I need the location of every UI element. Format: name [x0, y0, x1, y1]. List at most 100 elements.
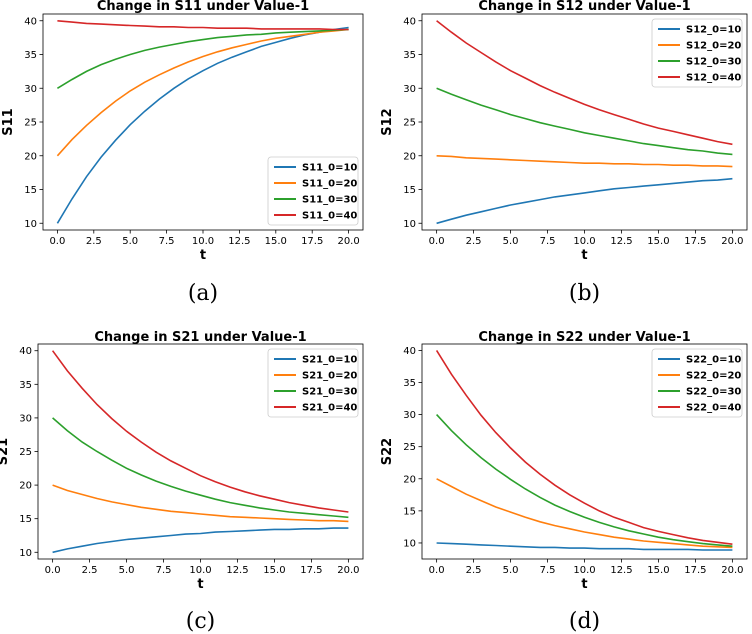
y-tick-label: 30	[403, 410, 416, 421]
x-tick-label: 20.0	[721, 236, 743, 247]
y-tick-label: 40	[24, 16, 37, 27]
y-tick-label: 15	[403, 185, 416, 196]
y-tick-label: 10	[19, 548, 32, 559]
chart-title: Change in S12 under Value-1	[478, 0, 690, 14]
chart-panel-3: Change in S21 under Value-1 0.0 2.5 5.0 7.5 1…	[0, 330, 364, 634]
x-tick-label: 5.0	[503, 565, 519, 576]
series-line-S22_0=40	[435, 349, 733, 545]
y-tick-label: 10	[403, 538, 416, 549]
x-tick-label: 12.5	[228, 236, 250, 247]
x-tick-label: 17.5	[684, 565, 706, 576]
y-axis-label: S21	[0, 438, 11, 465]
y-tick-label: 35	[403, 378, 416, 389]
series-line-S11_0=40	[57, 20, 349, 31]
chart-panel-1: Change in S11 under Value-1 0.0 2.5 5.0 7.5 1…	[1, 0, 364, 306]
y-tick-label: 15	[24, 185, 37, 196]
y-tick-label: 40	[403, 16, 416, 27]
x-tick-label: 2.5	[466, 565, 482, 576]
series-line-S21_0=30	[52, 417, 349, 519]
panel-caption: (c)	[186, 609, 216, 634]
series-line-S21_0=10	[52, 527, 349, 554]
legend-label: S21_0=10	[302, 355, 357, 366]
legend-label: S12_0=10	[686, 25, 741, 36]
x-tick-label: 12.5	[610, 236, 632, 247]
legend-label: S11_0=40	[302, 211, 357, 222]
x-tick-label: 7.5	[156, 565, 172, 576]
legend-label: S22_0=30	[686, 387, 741, 398]
legend-label: S11_0=30	[302, 195, 357, 206]
series-line-S21_0=40	[51, 350, 349, 513]
x-tick-label: 20.0	[337, 236, 359, 247]
x-tick-label: 10.0	[189, 565, 211, 576]
x-tick-label: 20.0	[721, 565, 743, 576]
x-axis-label: t	[581, 577, 587, 592]
x-tick-label: 5.0	[122, 236, 138, 247]
series-line-S22_0=30	[436, 414, 733, 547]
y-tick-label: 30	[403, 84, 416, 95]
x-tick-label: 7.5	[159, 236, 175, 247]
x-tick-label: 7.5	[540, 236, 556, 247]
x-tick-label: 2.5	[82, 565, 98, 576]
x-tick-label: 2.5	[86, 236, 102, 247]
y-tick-label: 20	[19, 481, 32, 492]
y-tick-label: 20	[24, 151, 37, 162]
y-tick-label: 15	[19, 514, 32, 525]
x-tick-label: 15.0	[647, 236, 669, 247]
y-tick-label: 25	[403, 118, 416, 129]
legend: S21_0=10 S21_0=20 S21_0=30 S21_0=40	[267, 348, 359, 418]
x-tick-label: 10.0	[573, 565, 595, 576]
legend-label: S11_0=20	[302, 179, 357, 190]
x-tick-label: 20.0	[337, 565, 359, 576]
series-line-S12_0=10	[436, 177, 733, 225]
chart-panel-2: Change in S12 under Value-1 0.0 2.5 5.0 7.5 1…	[380, 0, 748, 306]
x-tick-label: 0.0	[429, 565, 445, 576]
legend-box	[651, 18, 743, 88]
series-line-S22_0=10	[436, 542, 733, 551]
chart-title: Change in S21 under Value-1	[94, 330, 306, 345]
y-axis-label: S12	[380, 108, 395, 135]
x-axis-label: t	[200, 248, 206, 263]
y-tick-label: 15	[403, 506, 416, 517]
series-line-S11_0=20	[56, 28, 349, 157]
x-axis-label: t	[197, 577, 203, 592]
x-tick-label: 5.0	[119, 565, 135, 576]
x-tick-label: 5.0	[503, 236, 519, 247]
x-tick-label: 17.5	[684, 236, 706, 247]
y-tick-label: 20	[403, 151, 416, 162]
legend-label: S12_0=30	[686, 57, 741, 68]
y-tick-label: 40	[403, 346, 416, 357]
series-line-S12_0=20	[436, 155, 733, 168]
legend: S12_0=10 S12_0=20 S12_0=30 S12_0=40	[651, 18, 743, 88]
legend-label: S22_0=20	[686, 371, 741, 382]
legend-label: S12_0=40	[686, 73, 741, 84]
chart-title: Change in S11 under Value-1	[97, 0, 309, 14]
x-axis-label: t	[581, 248, 587, 263]
legend-box	[651, 348, 743, 418]
legend-label: S12_0=20	[686, 41, 741, 52]
legend-label: S21_0=40	[302, 403, 357, 414]
chart-panel-4: Change in S22 under Value-1 0.0 2.5 5.0 7.5 1…	[380, 330, 748, 634]
x-tick-label: 2.5	[466, 236, 482, 247]
panel-caption: (b)	[569, 281, 600, 306]
legend-label: S21_0=30	[302, 387, 357, 398]
x-tick-label: 15.0	[263, 565, 285, 576]
y-tick-label: 35	[19, 380, 32, 391]
y-tick-label: 25	[403, 442, 416, 453]
legend-label: S11_0=10	[302, 163, 357, 174]
y-axis-label: S22	[380, 438, 395, 465]
x-tick-label: 17.5	[301, 236, 323, 247]
series-line-S11_0=10	[56, 26, 349, 224]
y-tick-label: 25	[24, 118, 37, 129]
x-tick-label: 12.5	[226, 565, 248, 576]
legend: S11_0=10 S11_0=20 S11_0=30 S11_0=40	[267, 156, 359, 226]
y-tick-label: 40	[19, 346, 32, 357]
legend-box	[267, 348, 359, 418]
panel-caption: (a)	[188, 281, 218, 306]
x-tick-label: 15.0	[647, 565, 669, 576]
y-tick-label: 10	[24, 219, 37, 230]
y-tick-label: 30	[19, 413, 32, 424]
y-tick-label: 35	[24, 50, 37, 61]
legend-box	[267, 156, 359, 226]
legend-label: S22_0=10	[686, 355, 741, 366]
